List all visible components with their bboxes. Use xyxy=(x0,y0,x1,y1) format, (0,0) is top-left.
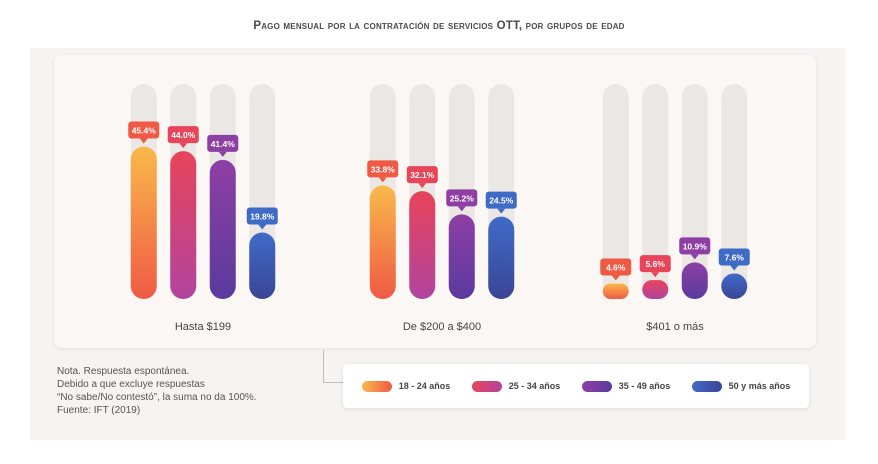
data-label: 7.6% xyxy=(725,252,745,262)
legend-label: 25 - 34 años xyxy=(508,381,561,391)
data-label-bg xyxy=(485,191,517,209)
data-label: 10.9% xyxy=(683,241,708,251)
bar-track xyxy=(602,84,629,299)
note-line: “No sabe/No contestó”, la suma no da 100… xyxy=(57,392,257,403)
data-label: 4.6% xyxy=(606,263,626,273)
legend-label: 18 - 24 años xyxy=(398,381,451,391)
data-label-pointer xyxy=(457,206,466,212)
data-label-pointer xyxy=(139,138,148,144)
bar xyxy=(602,283,629,299)
data-label-bg xyxy=(246,207,278,225)
legend-swatch xyxy=(581,380,612,392)
bar xyxy=(249,232,276,299)
data-label-bg xyxy=(128,121,160,139)
data-label: 19.8% xyxy=(250,211,275,221)
bar xyxy=(369,185,396,299)
data-label: 25.2% xyxy=(450,193,475,203)
note-source: Fuente: IFT (2019) xyxy=(57,405,141,416)
bar xyxy=(130,146,157,299)
bar xyxy=(170,151,197,299)
bar xyxy=(721,273,748,299)
legend-swatch xyxy=(691,380,722,392)
bar-track xyxy=(642,84,669,299)
bar xyxy=(209,159,236,299)
data-label-pointer xyxy=(179,143,188,149)
data-label-pointer xyxy=(651,272,660,278)
data-label: 32.1% xyxy=(410,170,435,180)
bar xyxy=(681,262,708,299)
data-label-bg xyxy=(639,255,671,273)
note-line: Debido a que excluye respuestas xyxy=(57,379,205,390)
connector-line xyxy=(323,350,324,382)
category-label: $401 o más xyxy=(646,321,704,333)
data-label: 45.4% xyxy=(132,125,157,135)
data-label: 5.6% xyxy=(646,259,666,269)
bar-track xyxy=(721,84,748,299)
data-label-bg xyxy=(207,134,239,152)
data-label-pointer xyxy=(730,265,739,271)
category-label: Hasta $199 xyxy=(175,321,231,333)
legend-item-35-49: 35 - 49 años xyxy=(581,380,671,392)
chart-title: Pago mensual por la contratación de serv… xyxy=(253,20,625,32)
bar xyxy=(488,216,515,299)
bar xyxy=(642,280,669,299)
legend: 18 - 24 años 25 - 34 años 35 - 49 años 5… xyxy=(343,364,809,408)
data-label-pointer xyxy=(611,275,620,281)
legend-item-25-34: 25 - 34 años xyxy=(471,380,561,392)
note-line: Nota. Respuesta espontánea. xyxy=(57,366,190,377)
data-label: 33.8% xyxy=(371,164,396,174)
category-label: De $200 a $400 xyxy=(403,321,481,333)
legend-swatch xyxy=(471,380,502,392)
data-label-bg xyxy=(718,248,750,266)
bar xyxy=(448,214,475,299)
data-label: 24.5% xyxy=(489,196,514,206)
data-label-pointer xyxy=(497,208,506,214)
data-label-pointer xyxy=(258,224,267,230)
legend-item-50-plus: 50 y más años xyxy=(691,380,791,392)
data-label-bg xyxy=(167,126,199,144)
chart-note: Nota. Respuesta espontánea. Debido a que… xyxy=(57,365,317,417)
data-label: 41.4% xyxy=(211,139,236,149)
data-label: 44.0% xyxy=(171,130,196,140)
data-label-bg xyxy=(367,160,399,178)
connector-line xyxy=(323,382,345,383)
bar xyxy=(409,191,436,299)
data-label-bg xyxy=(600,258,632,276)
legend-label: 50 y más años xyxy=(728,381,791,391)
legend-label: 35 - 49 años xyxy=(618,381,671,391)
data-label-pointer xyxy=(378,177,387,183)
data-label-bg xyxy=(446,189,478,207)
data-label-bg xyxy=(679,237,711,255)
data-label-pointer xyxy=(218,151,227,157)
legend-swatch xyxy=(361,380,392,392)
legend-item-18-24: 18 - 24 años xyxy=(361,380,451,392)
data-label-pointer xyxy=(418,183,427,189)
data-label-pointer xyxy=(690,254,699,260)
data-label-bg xyxy=(406,166,438,184)
